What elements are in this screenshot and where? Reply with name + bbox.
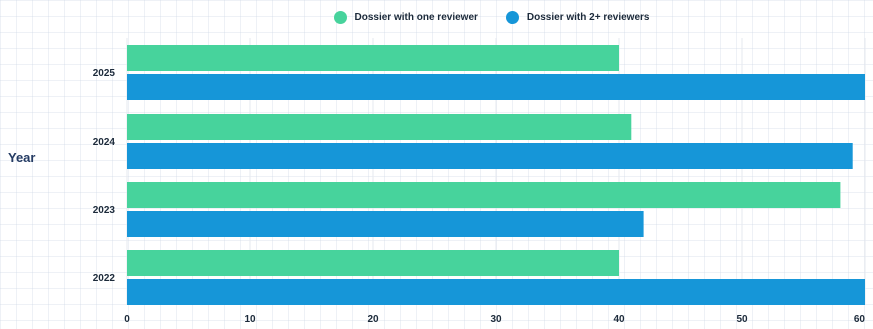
legend-label-two-plus-reviewers: Dossier with 2+ reviewers <box>526 11 650 23</box>
x-tick-label-50: 50 <box>736 314 748 325</box>
legend-swatch-one-reviewer <box>333 10 347 24</box>
bar-2023-two-plus-reviewers[interactable] <box>127 211 644 237</box>
bar-2025-one-reviewer[interactable] <box>127 45 619 71</box>
x-tick-label-0: 0 <box>124 314 130 325</box>
x-tick-label-10: 10 <box>244 314 256 325</box>
legend-item-two-plus-reviewers[interactable]: Dossier with 2+ reviewers <box>505 10 650 24</box>
y-tick-label-2024: 2024 <box>93 137 116 148</box>
y-axis-label: Year <box>8 150 36 165</box>
bar-2025-two-plus-reviewers[interactable] <box>127 74 865 100</box>
bar-2023-one-reviewer[interactable] <box>127 182 841 208</box>
bar-2024-one-reviewer[interactable] <box>127 114 632 140</box>
x-tick-label-30: 30 <box>490 314 502 325</box>
legend-swatch-two-plus-reviewers <box>505 10 519 24</box>
y-tick-label-2023: 2023 <box>93 205 116 216</box>
y-tick-label-2022: 2022 <box>93 273 116 284</box>
legend-label-one-reviewer: Dossier with one reviewer <box>354 11 478 23</box>
x-tick-label-20: 20 <box>367 314 379 325</box>
legend-item-one-reviewer[interactable]: Dossier with one reviewer <box>333 10 478 24</box>
bar-2024-two-plus-reviewers[interactable] <box>127 143 853 169</box>
bar-2022-one-reviewer[interactable] <box>127 250 619 276</box>
x-tick-label-60: 60 <box>854 314 866 325</box>
chart-legend: Dossier with one reviewer Dossier with 2… <box>0 7 873 27</box>
bar-2022-two-plus-reviewers[interactable] <box>127 279 865 305</box>
y-tick-label-2025: 2025 <box>93 68 116 79</box>
x-tick-label-40: 40 <box>613 314 625 325</box>
